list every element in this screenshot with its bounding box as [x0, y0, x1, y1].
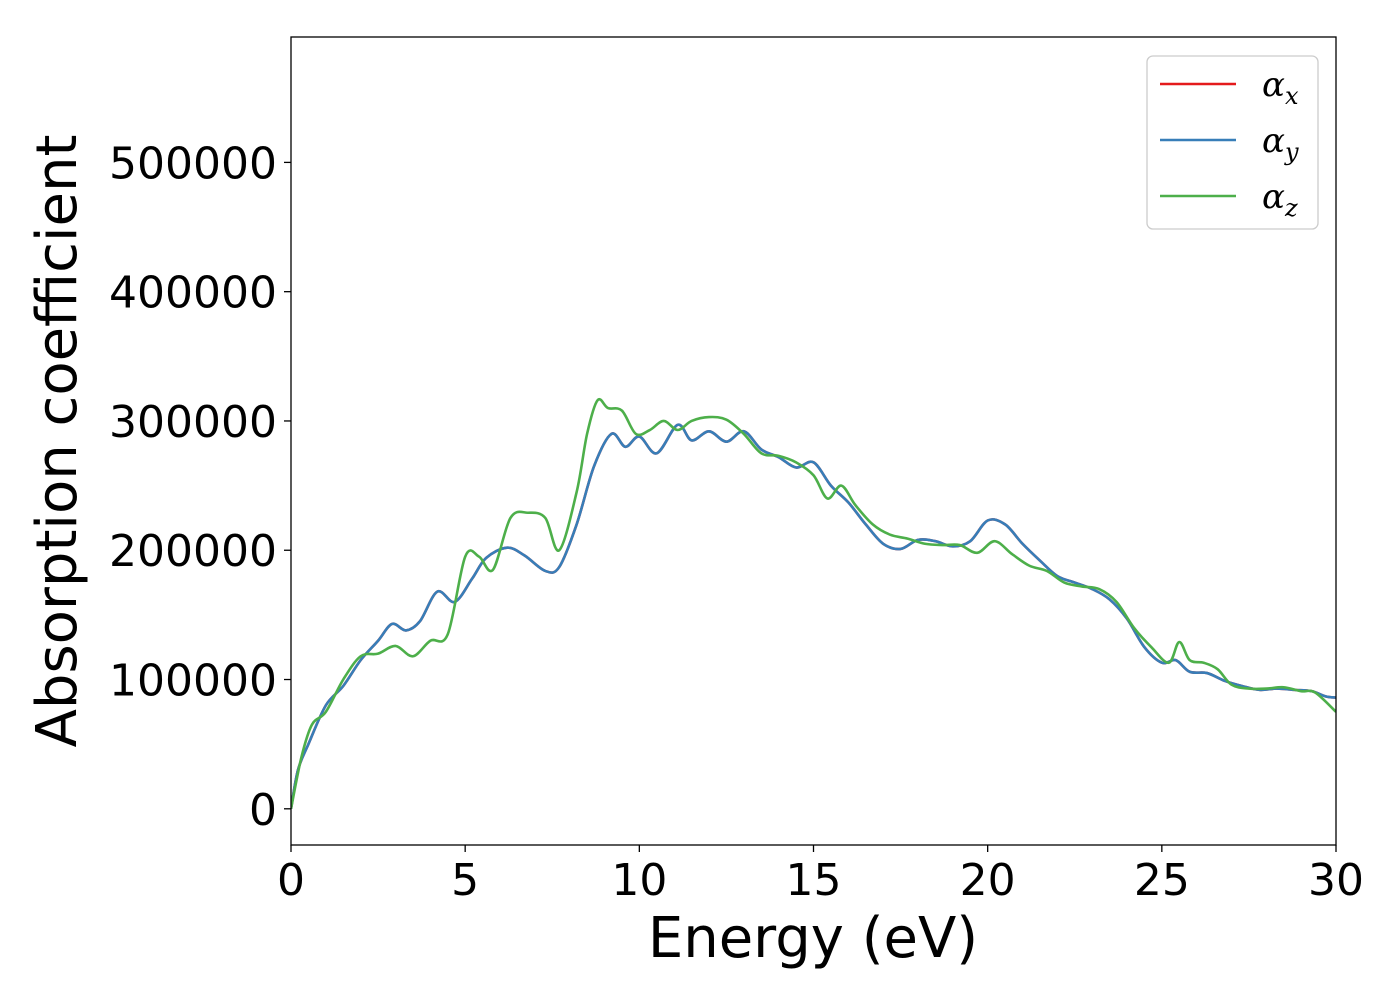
- x-axis-ticks: 0 5 10 15 20 25 30: [277, 845, 1364, 906]
- x-tick-label: 5: [451, 855, 479, 906]
- y-tick-label: 0: [249, 785, 277, 836]
- series-layer: [291, 398, 1336, 810]
- x-tick-label: 30: [1308, 855, 1364, 906]
- series-line-z: [291, 398, 1336, 810]
- series-line-y: [291, 423, 1336, 810]
- y-tick-label: 500000: [109, 138, 277, 189]
- x-tick-label: 15: [786, 855, 842, 906]
- y-tick-label: 300000: [109, 397, 277, 448]
- y-tick-label: 400000: [109, 268, 277, 319]
- y-axis-ticks: 0 100000 200000 300000 400000 500000: [109, 138, 291, 836]
- legend-label-z: αz: [1262, 177, 1298, 222]
- x-tick-label: 0: [277, 855, 305, 906]
- y-tick-label: 200000: [109, 526, 277, 577]
- x-axis-label: Energy (eV): [648, 906, 978, 971]
- legend-box: [1146, 55, 1319, 230]
- x-tick-label: 10: [611, 855, 667, 906]
- x-tick-label: 20: [960, 855, 1016, 906]
- series-line-x: [291, 423, 1336, 810]
- x-tick-label: 25: [1134, 855, 1190, 906]
- y-axis-label: Absorption coefficient: [25, 135, 90, 748]
- y-tick-label: 100000: [109, 656, 277, 707]
